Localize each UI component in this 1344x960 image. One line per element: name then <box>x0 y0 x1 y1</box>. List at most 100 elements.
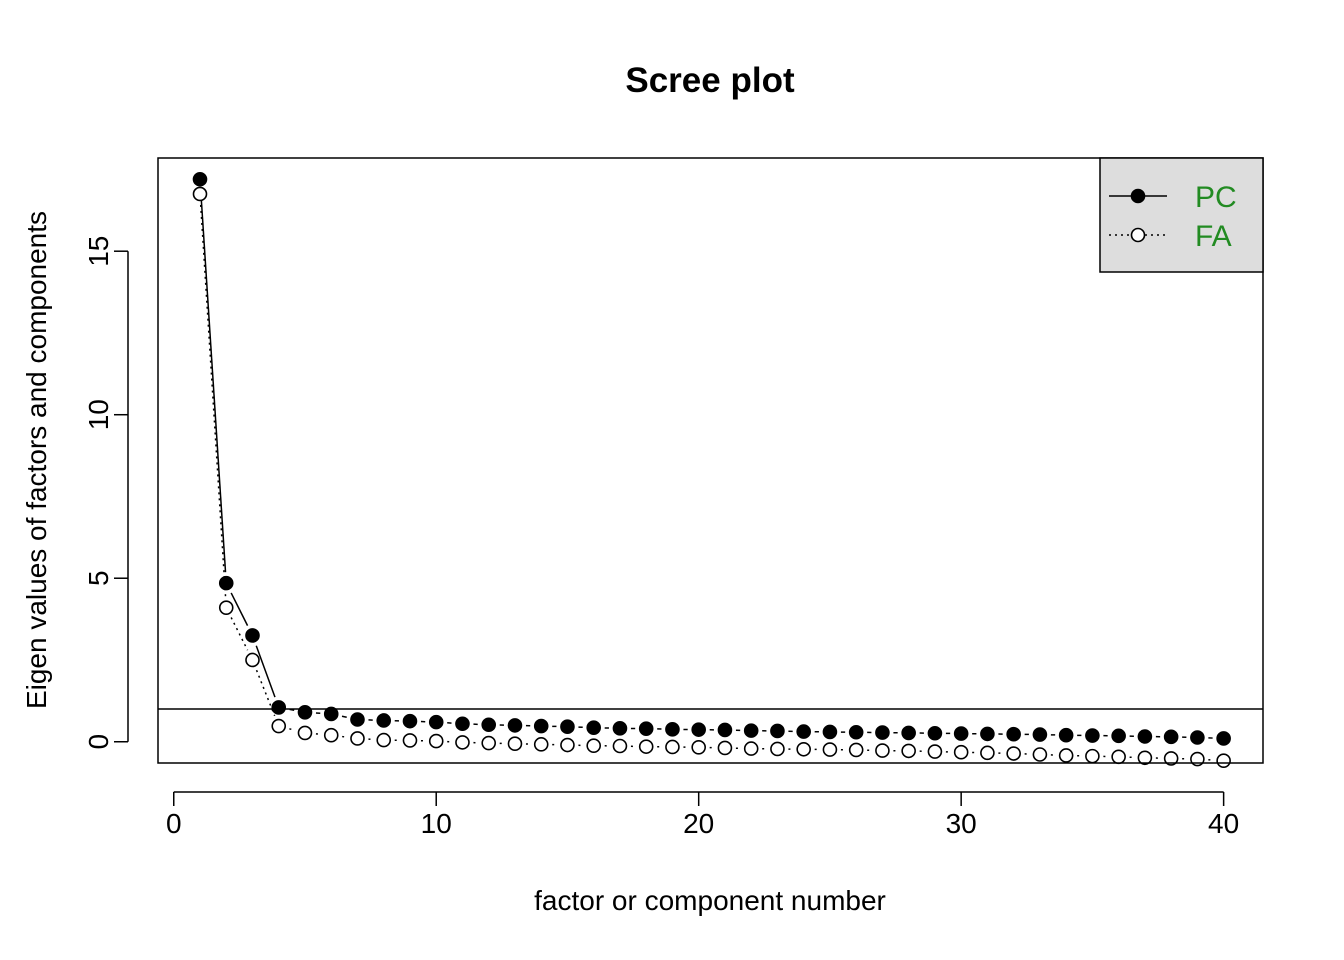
series-segment <box>230 592 249 626</box>
data-point-pc <box>271 700 287 715</box>
data-point-pc <box>665 722 680 737</box>
data-point-fa <box>1032 747 1048 762</box>
y-tick-label: 5 <box>83 570 114 586</box>
data-point-pc <box>848 724 864 740</box>
data-point-fa <box>691 740 706 755</box>
data-point-fa <box>638 739 654 754</box>
data-point-fa <box>743 741 759 756</box>
series-segment <box>342 735 347 738</box>
data-point-fa <box>848 742 864 758</box>
plot-area: 0 10 20 30 40 0 5 10 15 PC FA <box>83 157 1264 839</box>
series-segment <box>341 715 347 718</box>
data-point-pc <box>376 713 392 728</box>
data-point-fa <box>455 735 470 750</box>
data-point-pc <box>1111 728 1126 744</box>
data-point-fa <box>1058 748 1074 763</box>
data-point-fa <box>350 731 365 746</box>
data-point-pc <box>875 725 890 740</box>
x-tick-label: 10 <box>421 808 452 839</box>
data-point-pc <box>1006 726 1021 742</box>
legend-box <box>1099 157 1264 273</box>
legend-marker-pc <box>1130 188 1146 204</box>
series-segment <box>199 204 227 597</box>
data-point-pc <box>612 721 628 736</box>
data-point-pc <box>1216 731 1231 746</box>
y-axis-label: Eigen values of factors and components <box>21 211 52 709</box>
data-point-fa <box>586 738 602 753</box>
data-point-pc <box>245 628 260 643</box>
data-point-fa <box>1216 753 1231 769</box>
chart-title: Scree plot <box>625 61 795 100</box>
data-point-pc <box>586 720 602 735</box>
series-line-fa <box>199 204 1213 761</box>
data-point-fa <box>822 742 838 757</box>
y-tick-label: 15 <box>83 236 114 267</box>
data-point-fa <box>717 740 733 756</box>
series-segment <box>289 708 295 712</box>
data-point-pc <box>927 725 943 741</box>
data-point-pc <box>481 717 497 733</box>
data-point-fa <box>770 741 785 757</box>
data-point-fa <box>218 600 234 615</box>
data-point-fa <box>980 745 995 761</box>
data-point-pc <box>980 726 995 742</box>
data-point-pc <box>822 724 838 740</box>
data-point-pc <box>1190 730 1205 745</box>
data-point-fa <box>297 725 313 741</box>
data-point-pc <box>743 723 759 738</box>
data-point-fa <box>612 738 628 754</box>
data-point-fa <box>1163 751 1179 766</box>
data-point-pc <box>796 724 811 739</box>
data-point-pc <box>218 575 234 591</box>
plot-border <box>157 157 1264 764</box>
data-point-pc <box>560 719 575 735</box>
data-point-fa <box>1111 749 1126 765</box>
data-point-pc <box>691 722 706 737</box>
data-point-fa <box>1085 748 1100 764</box>
data-point-pc <box>1058 727 1074 743</box>
series-segment <box>255 645 276 698</box>
data-point-pc <box>717 722 733 738</box>
data-point-fa <box>875 743 890 758</box>
data-point-fa <box>533 737 549 752</box>
data-point-fa <box>927 744 943 759</box>
data-point-fa <box>402 733 418 748</box>
data-point-fa <box>376 732 392 748</box>
data-point-pc <box>533 718 549 734</box>
data-point-pc <box>1085 728 1100 743</box>
data-point-pc <box>770 723 785 739</box>
data-point-pc <box>638 721 654 736</box>
x-tick-label: 0 <box>166 808 182 839</box>
data-point-fa <box>323 727 339 743</box>
data-point-pc <box>402 713 418 729</box>
data-point-fa <box>953 744 969 760</box>
data-point-pc <box>428 714 444 730</box>
data-point-fa <box>481 735 497 751</box>
x-tick-label: 20 <box>683 808 714 839</box>
data-point-pc <box>901 725 916 741</box>
y-tick-label: 10 <box>83 399 114 430</box>
data-point-fa <box>271 718 287 734</box>
series-line-pc <box>199 190 1213 739</box>
x-axis-label: factor or component number <box>534 885 886 916</box>
data-point-pc <box>953 726 969 741</box>
data-point-fa <box>796 741 811 757</box>
data-point-pc <box>1032 727 1048 742</box>
x-tick-label: 30 <box>946 808 977 839</box>
legend-marker-fa <box>1130 227 1146 243</box>
data-point-fa <box>1006 746 1021 761</box>
series-segment <box>255 669 276 717</box>
data-point-pc <box>455 716 470 732</box>
data-point-pc <box>507 718 523 733</box>
legend-label-pc: PC <box>1195 181 1237 214</box>
data-point-fa <box>1137 750 1153 766</box>
legend-label-fa: FA <box>1195 220 1232 253</box>
data-point-pc <box>350 712 365 727</box>
data-point-fa <box>428 733 444 749</box>
x-tick-label: 40 <box>1208 808 1239 839</box>
data-point-pc <box>1137 729 1153 744</box>
series-segment <box>199 190 227 573</box>
data-point-fa <box>665 739 680 755</box>
data-point-fa <box>192 186 208 202</box>
